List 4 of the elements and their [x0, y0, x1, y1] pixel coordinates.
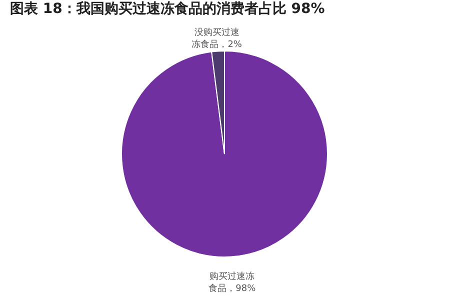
slice-label: 购买过速冻食品，98%	[208, 270, 256, 294]
pie-slice	[121, 50, 328, 258]
chart-title: 图表 18：我国购买过速冻食品的消费者占比 98%	[10, 0, 325, 18]
slice-label: 没购买过速冻食品，2%	[192, 27, 242, 50]
